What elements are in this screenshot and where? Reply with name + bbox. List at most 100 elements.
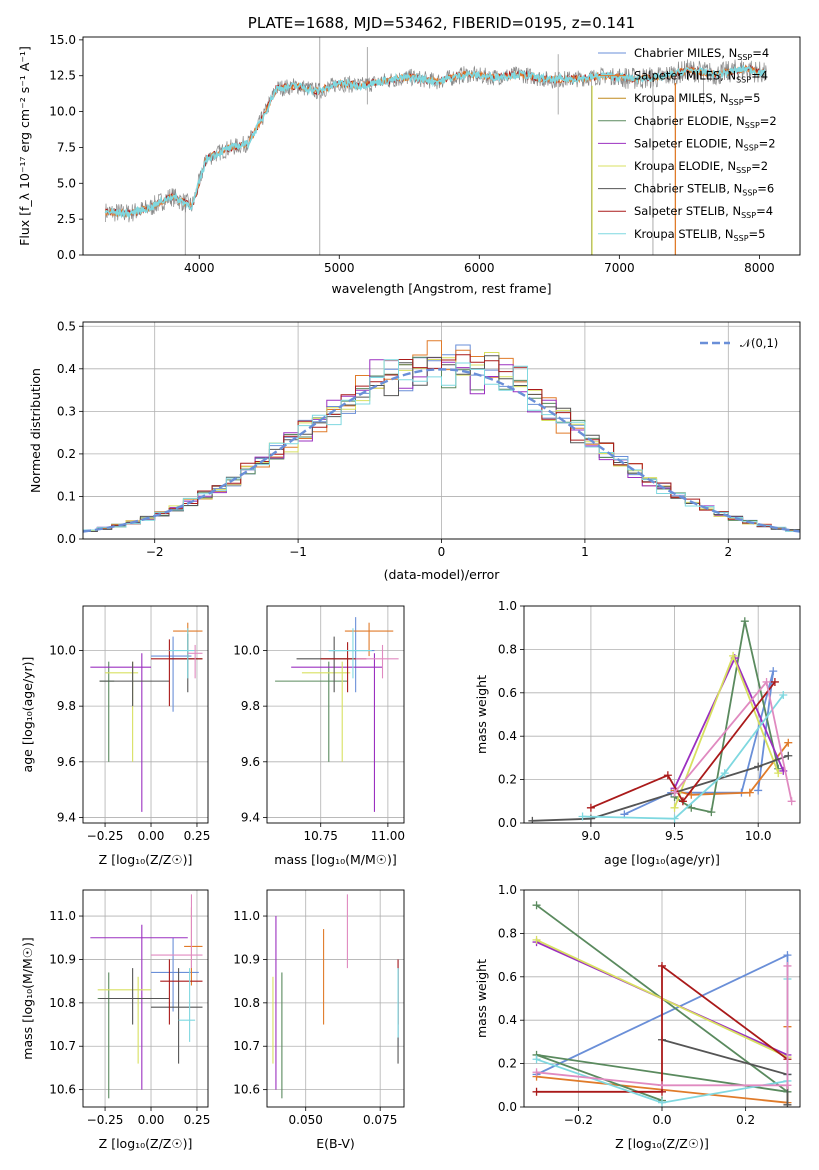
y-tick-label: 10.9 [49,952,76,966]
series-marker [586,803,595,812]
legend-subscript: SSP [742,189,757,198]
y-tick-label: 0.3 [57,404,76,418]
y-tick-label: 1.0 [498,883,517,897]
series-marker [532,901,541,910]
legend-entry: Kroupa MILES, NSSP=5 [598,91,760,107]
legend-label: 𝒩(0,1) [740,336,778,350]
x-tick-label: 1 [581,545,589,559]
y-tick-label: 0.8 [498,926,517,940]
data-point [169,633,203,693]
legend-entry: Kroupa ELODIE, NSSP=2 [598,159,768,175]
legend-value: =2 [760,114,777,128]
x-tick-label: 7000 [604,261,635,275]
legend-label: Chabrier STELIB, NSSP=6 [634,182,774,198]
legend-label: Salpeter ELODIE, NSSP=2 [634,136,776,152]
x-axis-label: wavelength [Angstrom, rest frame] [331,281,551,296]
x-tick-label: 0.25 [184,1113,211,1127]
x-tick-label: −0.25 [87,1113,124,1127]
legend-value: =2 [759,136,776,150]
y-tick-label: 0.1 [57,489,76,503]
x-tick-label: 5000 [324,261,355,275]
legend-entry: 𝒩(0,1) [700,336,778,350]
series-marker [740,617,749,626]
axes-frame [266,889,405,1108]
y-tick-label: 9.6 [57,755,76,769]
x-tick-label: 0.00 [138,1113,165,1127]
series-marker [770,677,779,686]
series-marker [783,961,792,970]
y-tick-label: 0.6 [498,970,517,984]
legend-value: =4 [751,69,768,83]
x-tick-label: 0 [438,545,446,559]
series-marker [678,797,687,806]
legend-value: =5 [749,227,766,241]
legend-label: Salpeter MILES, NSSP=4 [634,69,768,85]
massweight-vs-metallicity-panel: −0.2 0.0 0.2 0.0 0.2 0.4 0.6 0.8 1.0 Z [log₁₀(Z/Z… [474,883,801,1151]
y-tick-label: 11.0 [233,909,260,923]
x-tick-label: 0.0 [652,1113,671,1127]
legend-text: Chabrier STELIB, N [634,182,742,196]
axes-frame [82,889,209,1108]
legend-value: =5 [744,91,761,105]
data-point [97,976,152,1064]
legend-text: Chabrier ELODIE, N [634,114,745,128]
series-marker [783,1100,792,1107]
data-point [151,636,192,712]
y-tick-label: 10.9 [233,952,260,966]
y-tick-label: 0.2 [57,447,76,461]
y-tick-label: 9.8 [57,699,76,713]
data-point [296,636,356,693]
y-tick-label: 1.0 [498,599,517,613]
x-tick-label: 8000 [744,261,775,275]
y-tick-label: 12.5 [49,69,76,83]
data-point [99,661,115,762]
series-path [674,621,780,814]
series-marker [707,808,716,817]
x-tick-label: 4000 [184,261,215,275]
y-axis-label: Flux [f_λ 10⁻¹⁷ erg cm⁻² s⁻¹ A⁻¹] [17,46,32,246]
axes-frame [523,605,801,824]
series-marker [658,1098,666,1107]
histogram-step-line [83,355,800,534]
x-tick-label: 0.050 [289,1113,323,1127]
y-tick-label: 10.0 [233,644,260,658]
series-marker [784,738,793,747]
series-marker [783,1081,792,1090]
data-point [344,622,394,657]
data-point [301,661,351,762]
legend-label: Kroupa STELIB, NSSP=5 [634,227,765,243]
legend-subscript: SSP [734,234,749,243]
legend-text: Salpeter MILES, N [634,69,736,83]
series-path [674,742,790,796]
x-tick-label: −0.25 [87,829,124,843]
series-marker [578,812,587,821]
series-marker [658,961,666,970]
legend-entry: Chabrier STELIB, NSSP=6 [598,182,774,198]
y-tick-label: 0.4 [57,362,76,376]
y-axis-label: mass weight [474,959,489,1038]
series-path [582,694,785,820]
series-path [532,754,789,822]
legend-label: Chabrier MILES, NSSP=4 [634,46,769,62]
legend-entry: Kroupa STELIB, NSSP=5 [598,227,765,243]
x-tick-label: 0.075 [363,1113,397,1127]
normal-distribution-curve [83,368,800,533]
series-marker [769,667,778,676]
axes-frame [82,36,801,256]
massweight-vs-age-panel: 9.0 9.5 10.0 0.0 0.2 0.4 0.6 0.8 1.0 age [log₁₀(a… [474,599,801,867]
legend-entry: Chabrier ELODIE, NSSP=2 [598,114,777,130]
legend-value: =4 [752,46,769,60]
x-axis-label: (data-model)/error [384,567,501,582]
data-point [178,968,196,1042]
legend-subscript: SSP [736,166,751,175]
series-marker [532,935,541,944]
x-tick-label: 11.00 [371,829,405,843]
legend-entry: Salpeter STELIB, NSSP=4 [598,204,773,220]
series-path [590,681,776,809]
legend-subscript: SSP [745,121,760,130]
y-tick-label: 0.0 [498,816,517,830]
series-marker [532,1068,541,1077]
y-axis-label: mass weight [474,675,489,754]
spectrum-panel: 4000 5000 6000 7000 8000 0.0 2.5 5.0 7.5 10.0 12.5… [17,14,801,296]
y-tick-label: 9.4 [57,810,76,824]
